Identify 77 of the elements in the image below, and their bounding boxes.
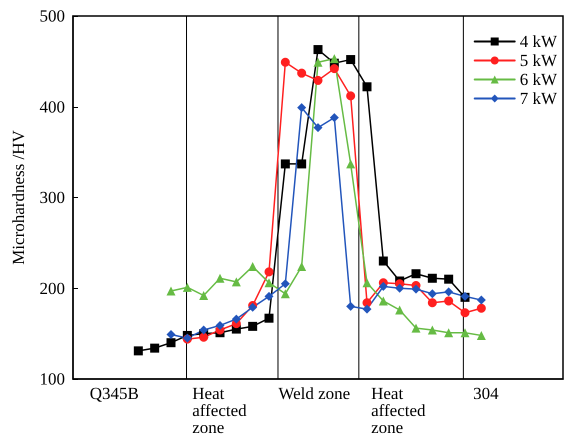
point [199,291,208,300]
point [444,328,454,338]
point [444,296,454,306]
point [264,292,274,301]
point [166,330,176,340]
y-tick-label: 100 [40,370,65,388]
point [150,344,160,353]
y-tick-label: 400 [40,97,65,116]
point [346,302,356,311]
point [280,279,290,288]
legend-label: 7 kW [520,89,558,108]
point [134,346,143,356]
point [314,58,322,67]
point [297,103,306,112]
point [362,278,372,288]
point [248,262,258,271]
point [264,278,274,288]
point [314,45,322,54]
point [330,113,339,122]
y-tick-label: 300 [40,188,65,207]
point [330,64,339,74]
point [216,320,224,330]
point [314,123,322,132]
point [428,289,437,298]
point [428,325,437,334]
point [476,330,486,340]
point [460,308,470,318]
point [314,76,322,85]
text: 304 [473,384,500,403]
point [280,58,290,67]
text: Heat affected zone [371,384,430,437]
point [362,82,372,92]
point [412,324,420,333]
legend-label: 5 kW [520,51,558,70]
y-axis-title: Microhardness /HV [9,130,28,265]
point [216,274,224,283]
point [346,159,356,168]
point [460,328,470,338]
point [395,306,404,315]
point [378,296,388,306]
point [297,262,306,271]
point [346,91,356,100]
point [248,322,258,331]
point [166,338,176,348]
legend-label: 6 kW [520,70,558,89]
point [444,287,454,296]
point [297,68,306,78]
point [395,284,404,293]
legend-label: 4 kW [520,32,558,51]
point [199,325,208,334]
point [297,159,306,168]
text: Weld zone [278,384,350,403]
point [476,296,486,305]
point [330,54,339,64]
point [166,286,176,296]
text: Heat affected zone [192,384,251,437]
point [199,332,208,342]
text: Q345B [90,384,139,403]
point [378,256,388,266]
point [428,274,437,283]
point [378,282,388,291]
point [346,55,356,64]
point [412,284,420,294]
y-tick-label: 500 [40,6,65,26]
point [444,274,454,284]
point [182,282,192,292]
point [264,267,274,276]
point [232,314,241,324]
point [280,159,290,168]
point [362,304,372,314]
y-tick-label: 200 [40,278,65,298]
point [264,314,274,323]
point [280,289,290,298]
point [428,298,437,308]
point [412,269,420,278]
point [476,304,486,313]
point [232,277,241,286]
